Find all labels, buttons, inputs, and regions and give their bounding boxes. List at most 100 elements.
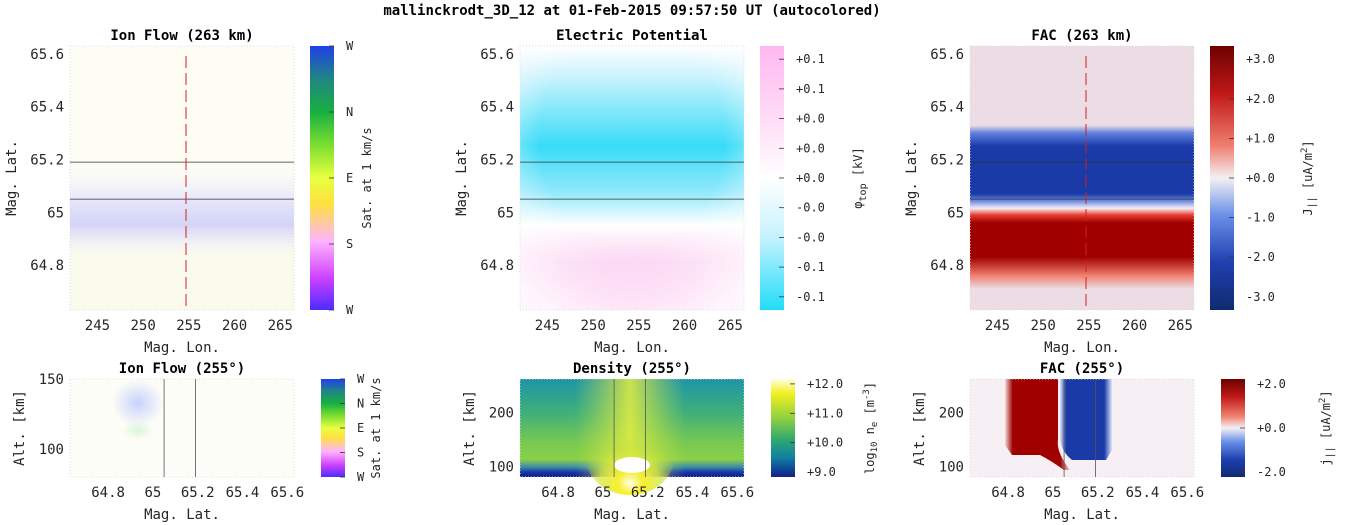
x-tick-label: 64.8 — [91, 485, 125, 501]
x-tick-label: 260 — [222, 318, 247, 334]
x-tick-label: 245 — [535, 318, 560, 334]
colorbar-tick-label: W — [346, 303, 354, 317]
colorbar-tick-label: -0.0 — [796, 201, 825, 215]
x-tick-label: 65.6 — [1170, 485, 1204, 501]
phi-subscript: top — [858, 183, 869, 201]
svg-text:log10 ne [m-3]: log10 ne [m-3] — [862, 382, 880, 474]
x-tick-label: 65.2 — [181, 485, 215, 501]
colorbar-tick-label: +0.0 — [796, 141, 825, 155]
x-tick-label: 260 — [672, 318, 697, 334]
y-tick-label: 65 — [947, 205, 964, 221]
x-tick-label: 245 — [985, 318, 1010, 334]
x-tick-label: 64.8 — [991, 485, 1025, 501]
y-tick-label: 65.6 — [30, 47, 64, 63]
y-tick-label: 65.2 — [480, 153, 514, 169]
y-tick-label: 100 — [489, 459, 514, 475]
x-tick-label: 255 — [626, 318, 651, 334]
y-tick-label: 64.8 — [30, 258, 64, 274]
svg-text:φtop [kV]: φtop [kV] — [851, 147, 869, 208]
x-tick-label: 65 — [594, 485, 611, 501]
heatmap-blob — [112, 379, 164, 427]
panel-ion-flow-263: Ion Flow (263 km) 245 250 255 260 265 64.8 65 6… — [4, 28, 374, 356]
panel-title: FAC (263 km) — [1031, 28, 1132, 44]
x-axis-label: Mag. Lon. — [1044, 340, 1120, 356]
y-axis-label: Mag. Lat. — [4, 140, 20, 216]
plot-frame — [519, 378, 745, 478]
colorbar-tick-label: +0.0 — [1257, 421, 1286, 435]
colorbar-tick-label: +2.0 — [1246, 92, 1275, 106]
x-tick-label: 65 — [1044, 485, 1061, 501]
colorbar-tick-label: +11.0 — [807, 406, 843, 420]
panel-fac-263: FAC (263 km) 245 250 255 260 265 64.8 65 65.2 65… — [904, 28, 1318, 356]
y-tick-label: 200 — [489, 406, 514, 422]
panel-title: Ion Flow (255°) — [119, 361, 245, 377]
colorbar-tick-label: N — [346, 105, 353, 119]
phi-symbol: φ — [851, 201, 865, 208]
y-tick-label: 65.6 — [480, 47, 514, 63]
colorbar-label: Sat. at 1 km/s — [369, 377, 383, 478]
panel-title: Electric Potential — [556, 28, 708, 44]
x-tick-label: 260 — [1122, 318, 1147, 334]
y-tick-label: 100 — [39, 442, 64, 458]
x-tick-label: 255 — [176, 318, 201, 334]
colorbar-tick-label: -2.0 — [1257, 465, 1286, 479]
colorbar-tick-label: S — [357, 446, 364, 460]
panel-electric-potential: Electric Potential 245 250 255 260 265 64.8 65… — [454, 28, 869, 356]
y-tick-label: 150 — [39, 372, 64, 388]
colorbar-label: Sat. at 1 km/s — [360, 127, 374, 228]
colorbar-tick-label: +0.0 — [796, 171, 825, 185]
colorbar-tick-label: W — [346, 39, 354, 53]
heatmap-band-bottom — [70, 250, 294, 310]
y-tick-label: 200 — [939, 406, 964, 422]
x-tick-label: 250 — [1030, 318, 1055, 334]
y-tick-label: 65.2 — [30, 153, 64, 169]
colorbar-tick-label: -3.0 — [1246, 290, 1275, 304]
y-tick-label: 65.4 — [30, 100, 64, 116]
colorbar-label: log10 ne [m-3] — [862, 382, 880, 474]
colorbar-tick-label: -2.0 — [1246, 250, 1275, 264]
heatmap-background — [70, 379, 294, 477]
y-tick-label: 100 — [939, 459, 964, 475]
panel-title: Density (255°) — [573, 361, 691, 377]
colorbar-label: j|| [uA/m2] — [1318, 390, 1336, 465]
y-tick-label: 65.4 — [480, 100, 514, 116]
y-tick-label: 64.8 — [480, 258, 514, 274]
x-tick-label: 265 — [268, 318, 293, 334]
colorbar-tick-label: W — [357, 470, 365, 484]
colorbar — [771, 379, 795, 477]
panel-ion-flow-255: Ion Flow (255°) 64.8 65 65.2 65.4 65.6 100 150… — [12, 361, 383, 523]
y-tick-label: 65 — [497, 205, 514, 221]
x-tick-label: 250 — [130, 318, 155, 334]
colorbar-tick-label: -0.0 — [796, 230, 825, 244]
y-tick-label: 65.4 — [930, 100, 964, 116]
heatmap-band — [70, 165, 294, 265]
x-axis-label: Mag. Lon. — [144, 340, 220, 356]
svg-text:J|| [uA/m2]: J|| [uA/m2] — [1300, 140, 1318, 215]
heatmap-peak — [614, 457, 650, 473]
colorbar-tick-label: -0.1 — [796, 260, 825, 274]
colorbar-tick-label: N — [357, 397, 364, 411]
y-tick-label: 64.8 — [930, 258, 964, 274]
x-tick-label: 245 — [85, 318, 110, 334]
heatmap-field — [970, 46, 1194, 310]
colorbar-tick-label: +12.0 — [807, 377, 843, 391]
colorbar-tick-label: W — [357, 372, 365, 386]
plot-frame — [69, 378, 295, 478]
heatmap-blue-slab — [1060, 379, 1112, 460]
x-axis-label: Mag. Lat. — [1044, 507, 1120, 523]
colorbar-tick-label: -0.1 — [796, 290, 825, 304]
panel-title: Ion Flow (263 km) — [110, 28, 253, 44]
x-tick-label: 64.8 — [541, 485, 575, 501]
panel-density-255: Density (255°) 64.8 65 65.2 65.4 65.6100200 … — [462, 361, 880, 523]
y-axis-label: Mag. Lat. — [454, 140, 470, 216]
x-axis-label: Mag. Lat. — [144, 507, 220, 523]
x-tick-label: 255 — [1076, 318, 1101, 334]
x-tick-label: 65.4 — [226, 485, 260, 501]
x-tick-label: 65 — [144, 485, 161, 501]
plot-frame — [969, 45, 1195, 311]
colorbar-label: J|| [uA/m2] — [1300, 140, 1318, 215]
x-tick-label: 65.4 — [676, 485, 710, 501]
y-tick-label: 65.6 — [930, 47, 964, 63]
colorbar-tick-label: +0.1 — [796, 52, 825, 66]
